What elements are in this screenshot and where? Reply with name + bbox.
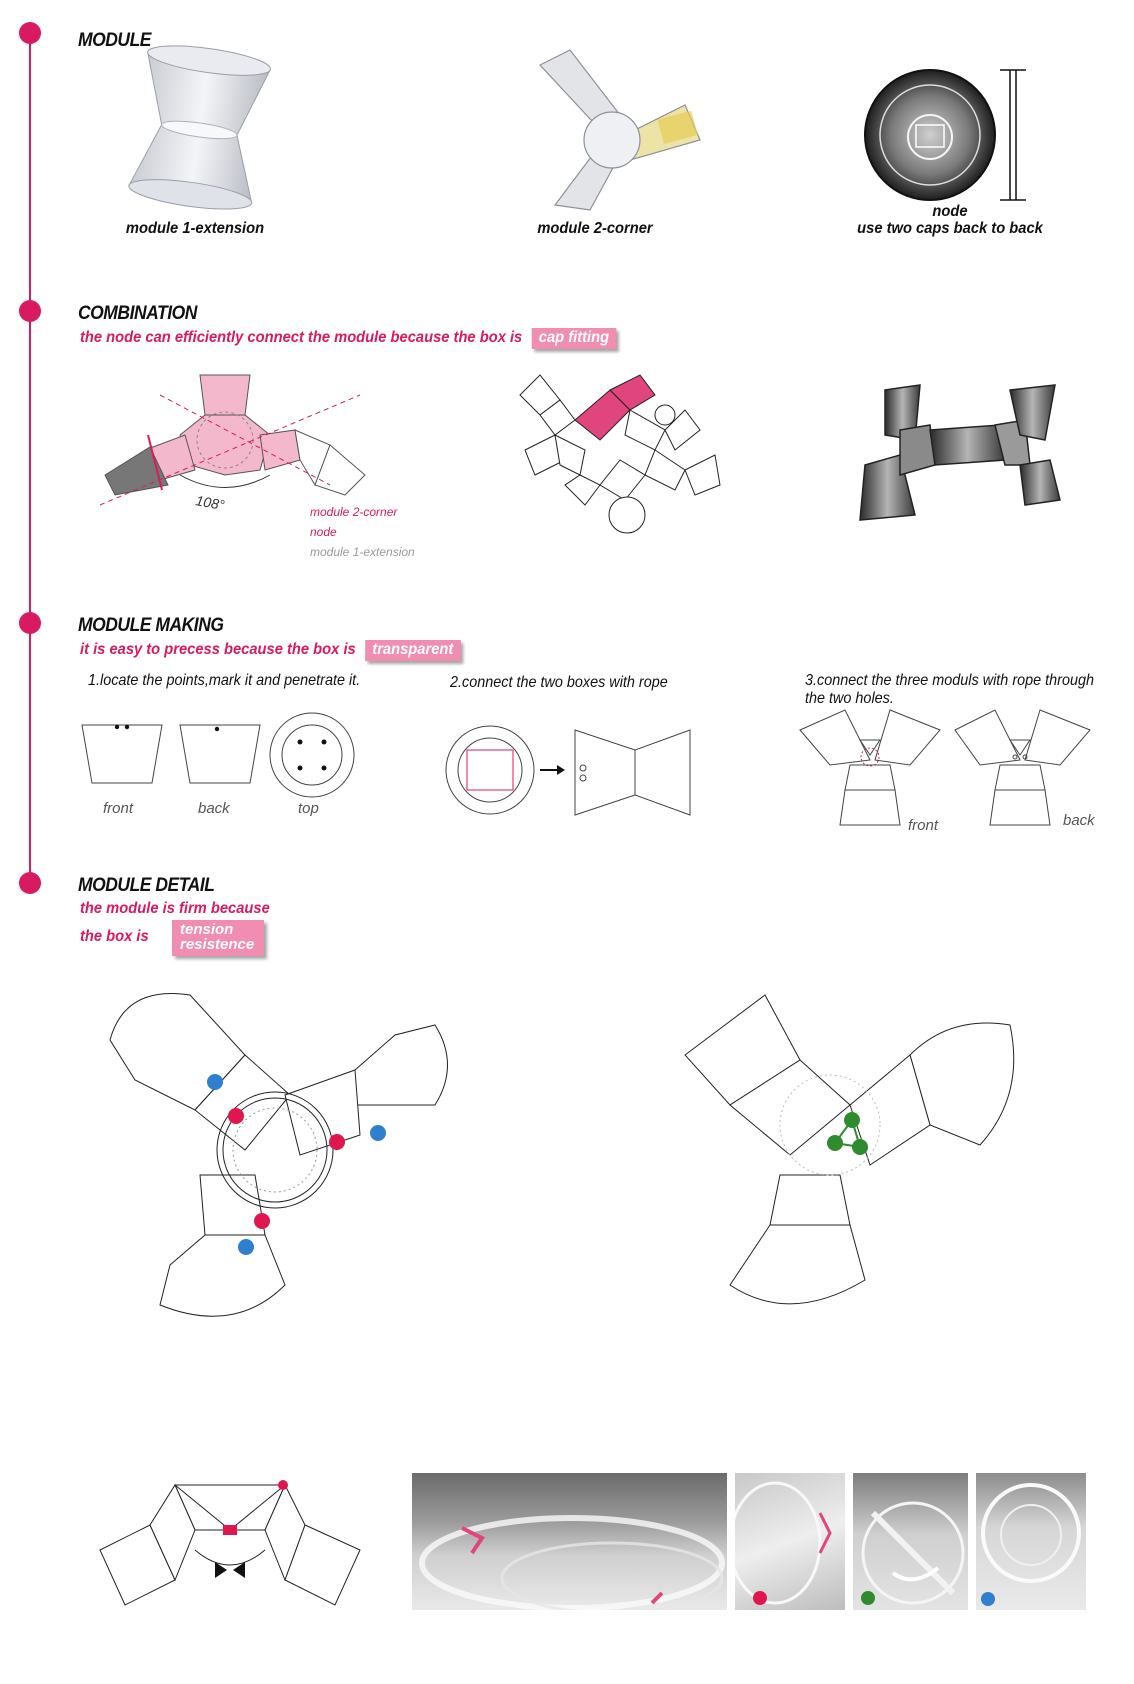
- module-1-extension-image: [128, 45, 272, 210]
- module-1-caption: module 1-extension: [125, 220, 265, 237]
- photo-rope-wide: [412, 1473, 727, 1610]
- red-point: [254, 1213, 270, 1229]
- module-detail-heading: MODULE DETAIL: [78, 875, 215, 896]
- timeline-dot-module: [19, 22, 41, 44]
- tension-badge: tension resistence: [172, 920, 265, 956]
- tension-badge-line1: tension: [180, 921, 234, 938]
- step-3-drawings: [799, 709, 1091, 826]
- step-3-text-line2: the two holes.: [805, 690, 894, 707]
- blue-point: [207, 1074, 223, 1090]
- step-2-text: 2.connect the two boxes with rope: [450, 674, 668, 691]
- combination-subtitle-text: the node can efficiently connect the mod…: [80, 329, 523, 346]
- combination-diagram-assembly: [519, 374, 721, 534]
- module-making-heading: MODULE MAKING: [78, 615, 224, 636]
- label-front-1: front: [103, 800, 134, 817]
- module-heading: MODULE: [78, 30, 151, 51]
- legend-module-2-corner: module 2-corner: [310, 505, 398, 519]
- blue-point: [370, 1125, 386, 1141]
- timeline-dot-making: [19, 612, 41, 634]
- detail-drawing-back: [684, 994, 1015, 1305]
- module-2-corner-image: [539, 49, 701, 211]
- combination-heading: COMBINATION: [78, 303, 197, 324]
- label-front-3: front: [908, 817, 939, 834]
- green-point: [852, 1139, 868, 1155]
- step-3-text: 3.connect the three moduls with rope thr…: [805, 672, 1094, 689]
- combination-diagram-angle: 108°: [99, 374, 366, 513]
- angle-label: 108°: [194, 492, 226, 513]
- tension-badge-line2: resistence: [180, 936, 255, 953]
- legend-node: node: [310, 525, 337, 539]
- label-back-3: back: [1063, 812, 1095, 829]
- combination-photo: [859, 384, 1061, 521]
- legend-module-1-extension: module 1-extension: [310, 545, 415, 559]
- photo-green-point: [853, 1473, 968, 1610]
- label-top-1: top: [298, 800, 319, 817]
- photo-blue-point: [976, 1473, 1086, 1610]
- red-point: [329, 1134, 345, 1150]
- node-caption: node: [932, 203, 968, 220]
- back-view: [179, 724, 261, 784]
- module-2-caption: module 2-corner: [537, 220, 653, 237]
- step-1-text: 1.locate the points,mark it and penetrat…: [88, 672, 361, 689]
- cap-fitting-badge: cap fitting: [531, 328, 617, 349]
- module-making-subtitle-text: it is easy to precess because the box is: [80, 641, 356, 658]
- front-view: [81, 724, 163, 784]
- photo-red-point: [735, 1473, 845, 1610]
- module-making-subtitle: it is easy to precess because the box is…: [80, 640, 461, 661]
- detail-drawing-front: [109, 993, 448, 1317]
- step-2-drawings: [445, 725, 691, 816]
- node-image: [864, 69, 1026, 201]
- timeline-line: [29, 35, 31, 885]
- combination-subtitle: the node can efficiently connect the mod…: [80, 328, 617, 349]
- module-detail-subtitle-1: the module is firm because: [80, 900, 270, 917]
- transparent-badge: transparent: [364, 640, 461, 661]
- step-1-drawings: [81, 712, 355, 798]
- timeline-dot-combination: [19, 300, 41, 322]
- tension-diagram: [99, 1480, 361, 1606]
- node-subcaption: use two caps back to back: [857, 220, 1043, 237]
- label-back-1: back: [198, 800, 230, 817]
- timeline-dot-detail: [19, 872, 41, 894]
- module-detail-subtitle-2: the box is: [80, 928, 149, 945]
- green-point: [827, 1135, 843, 1151]
- green-point: [844, 1112, 860, 1128]
- blue-point: [238, 1239, 254, 1255]
- red-point: [228, 1108, 244, 1124]
